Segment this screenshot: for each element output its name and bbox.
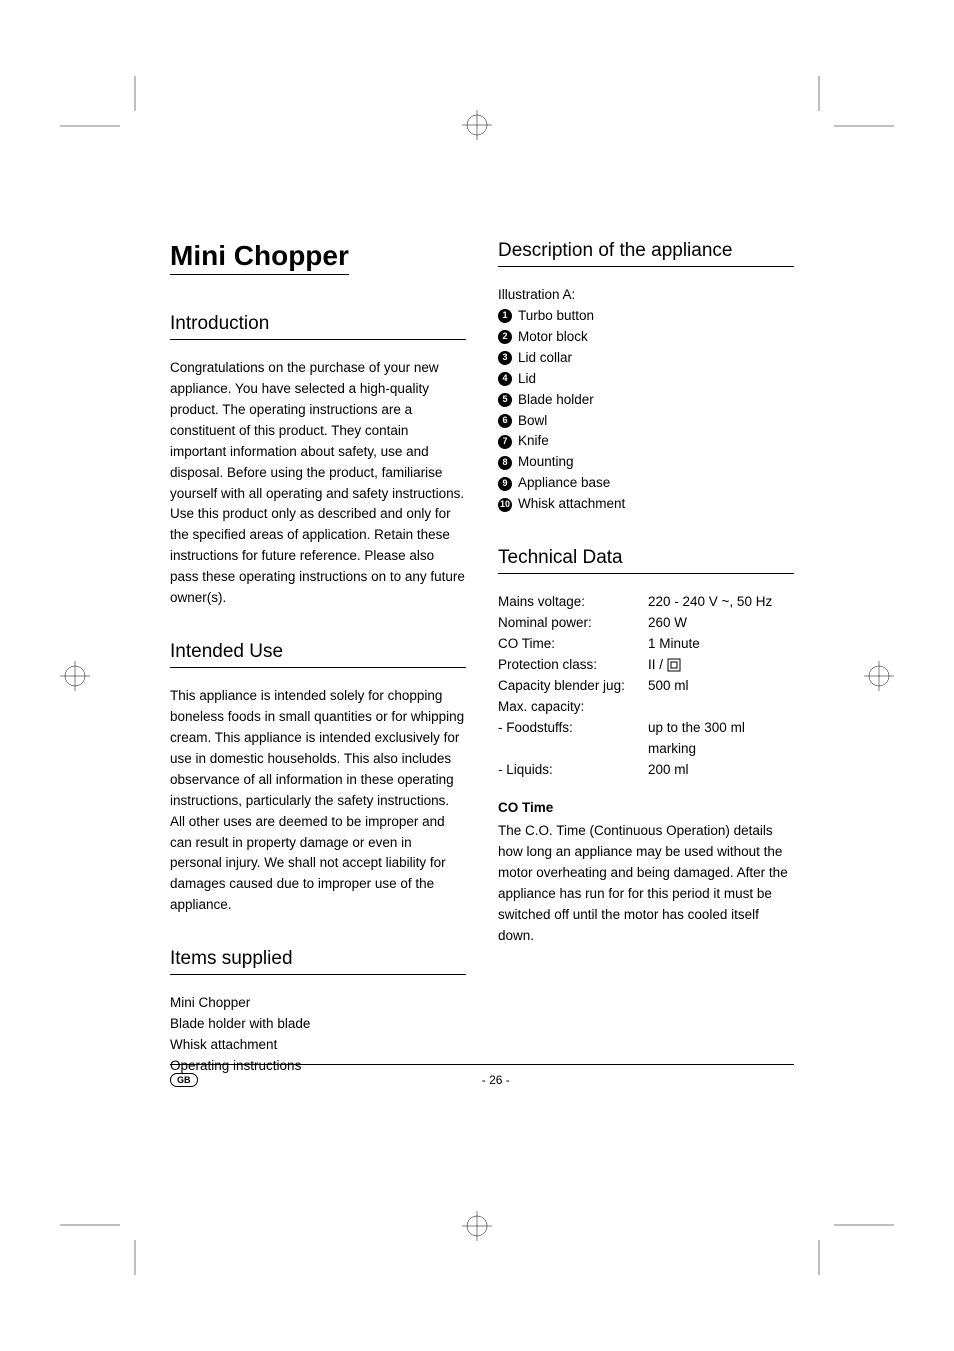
language-badge: GB bbox=[170, 1073, 198, 1087]
part-label: Lid bbox=[518, 369, 536, 390]
page-content: Mini Chopper Introduction Congratulation… bbox=[170, 240, 794, 1091]
tech-label: - Foodstuffs: bbox=[498, 718, 648, 760]
list-item: Whisk attachment bbox=[170, 1035, 466, 1056]
part-label: Knife bbox=[518, 431, 549, 452]
list-item: Blade holder with blade bbox=[170, 1014, 466, 1035]
part-label: Mounting bbox=[518, 452, 574, 473]
parts-list-item: 10 Whisk attachment bbox=[498, 494, 794, 515]
tech-value: up to the 300 ml marking bbox=[648, 718, 794, 760]
part-number-icon: 4 bbox=[498, 372, 512, 386]
part-label: Whisk attachment bbox=[518, 494, 625, 515]
items-supplied-heading: Items supplied bbox=[170, 948, 466, 975]
part-label: Turbo button bbox=[518, 306, 594, 327]
tech-label: Max. capacity: bbox=[498, 697, 648, 718]
part-label: Lid collar bbox=[518, 348, 572, 369]
intended-use-heading: Intended Use bbox=[170, 641, 466, 668]
technical-data-heading: Technical Data bbox=[498, 547, 794, 574]
parts-list-item: 4 Lid bbox=[498, 369, 794, 390]
part-label: Motor block bbox=[518, 327, 588, 348]
parts-list-item: 9 Appliance base bbox=[498, 473, 794, 494]
left-column: Mini Chopper Introduction Congratulation… bbox=[170, 240, 466, 1077]
registration-mark-top bbox=[462, 110, 492, 140]
crop-mark-bottom-right bbox=[804, 1185, 894, 1275]
registration-mark-left bbox=[60, 661, 90, 691]
parts-list-item: 3 Lid collar bbox=[498, 348, 794, 369]
crop-mark-top-left bbox=[60, 76, 150, 166]
tech-value: 500 ml bbox=[648, 676, 794, 697]
registration-mark-right bbox=[864, 661, 894, 691]
tech-value: II / bbox=[648, 655, 794, 676]
tech-row: - Liquids:200 ml bbox=[498, 760, 794, 781]
part-number-icon: 1 bbox=[498, 309, 512, 323]
intro-body: Congratulations on the purchase of your … bbox=[170, 358, 466, 609]
tech-label: - Liquids: bbox=[498, 760, 648, 781]
tech-row: - Foodstuffs:up to the 300 ml marking bbox=[498, 718, 794, 760]
crop-mark-top-right bbox=[804, 76, 894, 166]
page-title: Mini Chopper bbox=[170, 240, 349, 275]
part-number-icon: 7 bbox=[498, 435, 512, 449]
part-label: Blade holder bbox=[518, 390, 594, 411]
part-number-icon: 5 bbox=[498, 393, 512, 407]
intended-use-body: This appliance is intended solely for ch… bbox=[170, 686, 466, 916]
crop-mark-bottom-left bbox=[60, 1185, 150, 1275]
registration-mark-bottom bbox=[462, 1211, 492, 1241]
tech-row: Nominal power:260 W bbox=[498, 613, 794, 634]
right-column: Description of the appliance Illustratio… bbox=[498, 240, 794, 1077]
parts-list-item: 5 Blade holder bbox=[498, 390, 794, 411]
tech-value: 1 Minute bbox=[648, 634, 794, 655]
tech-value: 200 ml bbox=[648, 760, 794, 781]
part-number-icon: 6 bbox=[498, 414, 512, 428]
tech-row: Max. capacity: bbox=[498, 697, 794, 718]
part-number-icon: 2 bbox=[498, 330, 512, 344]
part-number-icon: 8 bbox=[498, 456, 512, 470]
tech-label: CO Time: bbox=[498, 634, 648, 655]
parts-list: 1 Turbo button 2 Motor block 3 Lid collar 4 Lid… bbox=[498, 306, 794, 515]
tech-row: Mains voltage:220 - 240 V ~, 50 Hz bbox=[498, 592, 794, 613]
co-time-heading: CO Time bbox=[498, 798, 794, 819]
part-number-icon: 10 bbox=[498, 498, 512, 512]
tech-row: CO Time:1 Minute bbox=[498, 634, 794, 655]
tech-label: Protection class: bbox=[498, 655, 648, 676]
intro-heading: Introduction bbox=[170, 313, 466, 340]
parts-list-item: 7 Knife bbox=[498, 431, 794, 452]
technical-data-table: Mains voltage:220 - 240 V ~, 50 HzNomina… bbox=[498, 592, 794, 780]
part-label: Bowl bbox=[518, 411, 547, 432]
page-footer: GB - 26 - bbox=[170, 1064, 794, 1087]
parts-list-item: 6 Bowl bbox=[498, 411, 794, 432]
part-number-icon: 3 bbox=[498, 351, 512, 365]
double-insulation-icon bbox=[667, 658, 681, 672]
tech-label: Mains voltage: bbox=[498, 592, 648, 613]
tech-row: Protection class:II / bbox=[498, 655, 794, 676]
description-heading: Description of the appliance bbox=[498, 240, 794, 267]
co-time-body: The C.O. Time (Continuous Operation) det… bbox=[498, 821, 794, 947]
part-label: Appliance base bbox=[518, 473, 610, 494]
tech-value bbox=[648, 697, 794, 718]
page-number: - 26 - bbox=[482, 1073, 510, 1087]
list-item: Mini Chopper bbox=[170, 993, 466, 1014]
part-number-icon: 9 bbox=[498, 477, 512, 491]
illustration-label: Illustration A: bbox=[498, 285, 794, 306]
parts-list-item: 2 Motor block bbox=[498, 327, 794, 348]
tech-label: Capacity blender jug: bbox=[498, 676, 648, 697]
tech-value: 260 W bbox=[648, 613, 794, 634]
tech-label: Nominal power: bbox=[498, 613, 648, 634]
tech-row: Capacity blender jug:500 ml bbox=[498, 676, 794, 697]
parts-list-item: 8 Mounting bbox=[498, 452, 794, 473]
parts-list-item: 1 Turbo button bbox=[498, 306, 794, 327]
tech-value: 220 - 240 V ~, 50 Hz bbox=[648, 592, 794, 613]
